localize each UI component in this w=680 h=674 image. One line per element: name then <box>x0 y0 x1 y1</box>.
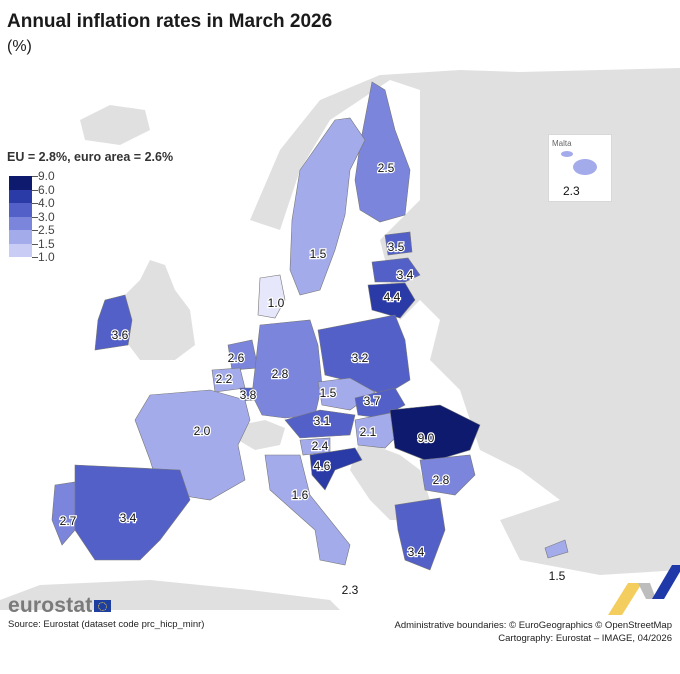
legend-label: 3.0 <box>38 209 55 224</box>
eu-flag-icon <box>94 600 112 612</box>
country-poland <box>317 314 411 396</box>
country-finland <box>354 81 411 223</box>
legend-label: 6.0 <box>38 182 55 197</box>
country-ireland <box>94 294 133 351</box>
legend-swatch <box>9 203 32 217</box>
north-africa-land <box>0 580 340 610</box>
country-latvia <box>371 257 421 283</box>
value-label-poland: 3.2 <box>352 351 369 365</box>
legend-label: 4.0 <box>38 196 55 210</box>
turkey-land <box>500 490 680 575</box>
value-label-estonia: 3.5 <box>388 240 405 254</box>
value-label-slovenia: 2.4 <box>312 439 329 453</box>
legend-tick <box>32 189 38 191</box>
malta-inset-value: 2.3 <box>563 184 580 198</box>
legend-swatch <box>9 176 32 190</box>
iceland-land <box>80 105 150 145</box>
legend-tick <box>32 243 38 245</box>
country-luxembourg <box>239 387 255 402</box>
value-label-italy: 1.6 <box>292 488 309 502</box>
country-romania <box>389 404 481 463</box>
map-subtitle: (%) <box>7 38 32 55</box>
balkans-land <box>350 440 430 520</box>
value-label-bulgaria: 2.8 <box>433 473 450 487</box>
country-portugal <box>51 481 76 546</box>
value-label-hungary: 2.1 <box>360 425 377 439</box>
legend-tick <box>32 257 38 258</box>
legend-tick <box>32 230 38 231</box>
country-denmark <box>257 274 286 319</box>
eu-countries <box>51 81 569 571</box>
map-title: Annual inflation rates in March 2026 <box>7 11 333 32</box>
legend-tick <box>32 176 38 177</box>
value-label-lithuania: 4.4 <box>384 290 401 304</box>
value-label-spain: 3.4 <box>120 511 137 525</box>
legend-label: 1.0 <box>38 250 55 264</box>
value-label-finland: 2.5 <box>378 161 395 175</box>
value-label-ireland: 3.6 <box>112 328 129 342</box>
source-note: Source: Eurostat (dataset code prc_hicp_… <box>8 619 205 630</box>
value-label-slovakia: 3.7 <box>364 394 381 408</box>
switzerland-land <box>238 420 285 450</box>
country-greece <box>394 497 446 571</box>
legend-label: 9.0 <box>38 169 55 183</box>
legend-swatch <box>9 230 32 244</box>
legend-tick <box>32 203 38 204</box>
country-austria <box>284 409 356 439</box>
value-label-cyprus: 1.5 <box>549 569 566 583</box>
country-lithuania <box>367 282 416 319</box>
country-italy <box>264 454 351 566</box>
norway-russia-land <box>250 68 680 560</box>
value-label-denmark: 1.0 <box>268 296 285 310</box>
country-cyprus <box>544 539 569 559</box>
legend: EU = 2.8%, euro area = 2.6% 9.0 6.0 4.0 3.0… <box>7 150 207 264</box>
legend-scale: 9.0 6.0 4.0 3.0 2.5 1.5 1.0 <box>7 169 207 264</box>
eurostat-logo-text: eurostat <box>8 594 93 617</box>
value-label-luxembourg: 3.8 <box>240 388 257 402</box>
credits: Administrative boundaries: © EuroGeograp… <box>395 619 673 645</box>
value-label-austria: 3.1 <box>314 414 331 428</box>
country-bulgaria <box>419 454 476 496</box>
legend-swatch <box>9 189 32 203</box>
country-sweden <box>289 117 366 296</box>
malta-shape <box>561 151 597 175</box>
legend-label: 1.5 <box>38 236 55 251</box>
value-label-malta-main: 2.3 <box>342 583 359 597</box>
malta-inset: Malta 2.3 <box>548 134 612 202</box>
uk-land <box>120 260 195 360</box>
value-label-greece: 3.4 <box>408 545 425 559</box>
value-label-latvia: 3.4 <box>397 268 414 282</box>
value-label-france: 2.0 <box>194 424 211 438</box>
legend-title: EU = 2.8%, euro area = 2.6% <box>7 150 174 164</box>
malta-inset-name: Malta <box>552 139 572 148</box>
legend-label: 2.5 <box>38 223 55 237</box>
cartography-credit: Cartography: Eurostat – IMAGE, 04/2026 <box>498 633 672 644</box>
value-label-netherlands: 2.6 <box>228 351 245 365</box>
value-label-romania: 9.0 <box>418 431 435 445</box>
value-label-czechia: 1.5 <box>320 386 337 400</box>
eurostat-logo: eurostat <box>8 594 112 618</box>
value-label-croatia: 4.6 <box>314 459 331 473</box>
legend-swatch <box>9 216 32 230</box>
value-label-germany: 2.8 <box>272 367 289 381</box>
europe-map: 2.51.5 3.53.44.41.03.62.62.23.82.83.21.53… <box>0 68 680 610</box>
value-label-belgium: 2.2 <box>216 372 233 386</box>
country-labels: 2.5 1.5 3.5 3.4 4.4 1.0 3.6 2.6 2.2 3.8 2.8 3.2 1.5 3… <box>58 160 566 598</box>
value-label-sweden: 1.5 <box>310 247 327 261</box>
eurostat-decoration <box>608 565 680 615</box>
legend-swatch <box>9 243 32 257</box>
legend-tick <box>32 216 38 218</box>
value-label-portugal: 2.7 <box>60 514 77 528</box>
country-estonia <box>384 231 413 256</box>
country-croatia <box>309 447 363 491</box>
boundaries-credit: Administrative boundaries: © EuroGeograp… <box>394 620 673 631</box>
